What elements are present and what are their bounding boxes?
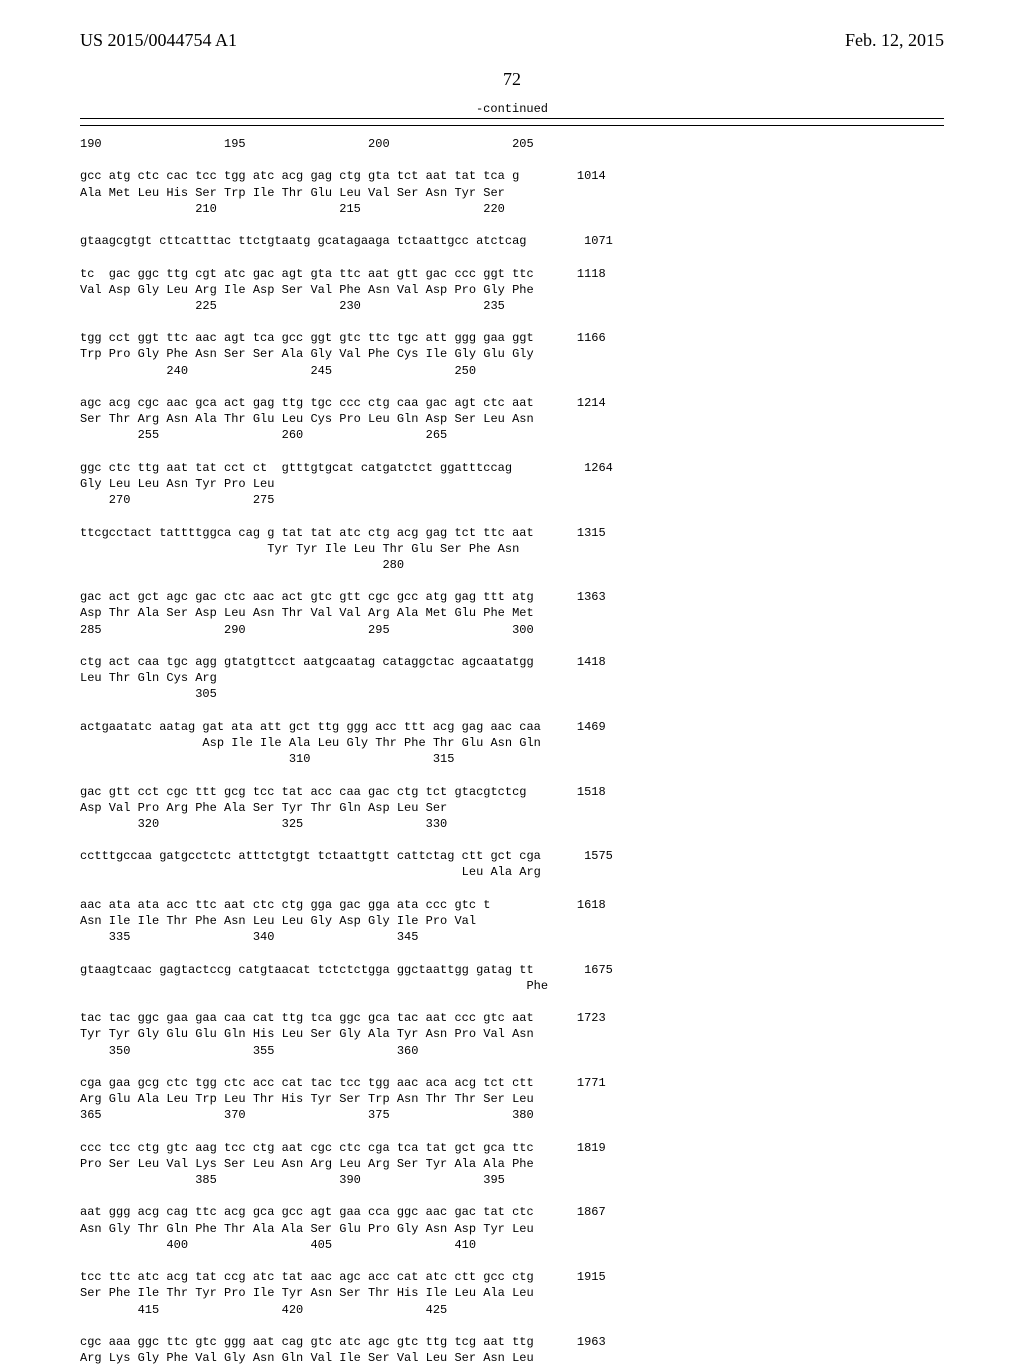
sequence-block: 190 195 200 205 gcc atg ctc cac tcc tgg … bbox=[80, 136, 944, 1366]
pub-date: Feb. 12, 2015 bbox=[845, 30, 944, 51]
continued-label: -continued bbox=[80, 102, 944, 116]
page-header: US 2015/0044754 A1 Feb. 12, 2015 bbox=[80, 30, 944, 51]
page-number: 72 bbox=[80, 69, 944, 90]
rule-thin bbox=[80, 125, 944, 126]
pub-number: US 2015/0044754 A1 bbox=[80, 30, 237, 51]
rule-top bbox=[80, 118, 944, 119]
page-container: US 2015/0044754 A1 Feb. 12, 2015 72 -con… bbox=[0, 0, 1024, 1320]
